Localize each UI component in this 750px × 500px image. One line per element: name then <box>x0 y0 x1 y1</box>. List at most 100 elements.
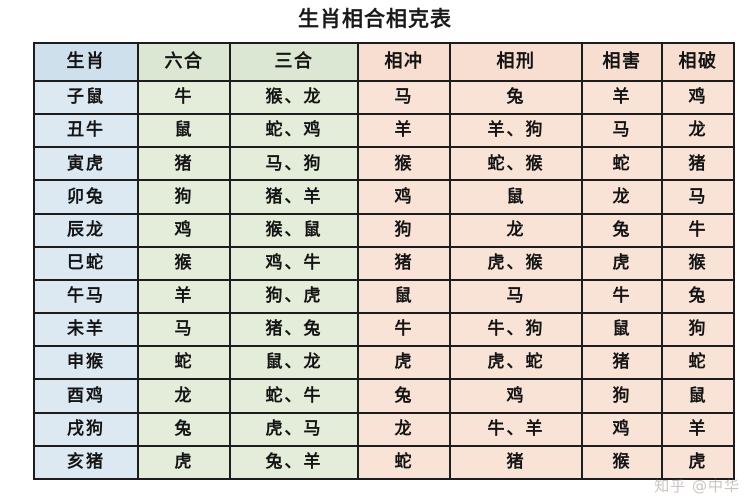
cell-zodiac: 辰龙 <box>33 212 139 248</box>
cell-xianghai: 鼠 <box>581 312 663 348</box>
cell-zodiac: 子鼠 <box>33 79 139 116</box>
cell-xiangpo: 兔 <box>661 278 735 315</box>
cell-xiangpo: 猪 <box>661 146 735 182</box>
cell-xiangchong: 蛇 <box>357 444 451 481</box>
table-header-row: 生肖 六合 三合 相冲 相刑 相害 相破 <box>33 42 735 82</box>
cell-xiangpo: 羊 <box>661 411 735 447</box>
cell-xiangxing: 马 <box>449 278 583 315</box>
column-header-zodiac: 生肖 <box>33 42 139 82</box>
zodiac-compatibility-table: 生肖 六合 三合 相冲 相刑 相害 相破 子鼠 牛 猴、龙 马 兔 羊 鸡 <box>33 42 735 481</box>
table-row: 亥猪 虎 兔、羊 蛇 猪 猴 虎 <box>33 444 735 481</box>
cell-xiangxing: 鼠 <box>449 179 583 215</box>
cell-xiangxing: 虎、猴 <box>449 245 583 281</box>
cell-xianghai: 牛 <box>581 278 663 315</box>
cell-xiangxing: 兔 <box>449 79 583 116</box>
cell-xiangchong: 兔 <box>357 378 451 414</box>
table-header: 生肖 六合 三合 相冲 相刑 相害 相破 <box>33 42 735 82</box>
cell-zodiac: 午马 <box>33 278 139 315</box>
cell-xiangxing: 牛、羊 <box>449 411 583 447</box>
cell-sanhe: 鸡、牛 <box>229 245 359 281</box>
cell-xiangchong: 羊 <box>357 113 451 149</box>
cell-sanhe: 猴、鼠 <box>229 212 359 248</box>
table-row: 子鼠 牛 猴、龙 马 兔 羊 鸡 <box>33 79 735 116</box>
cell-xiangchong: 猪 <box>357 245 451 281</box>
cell-liuhe: 猴 <box>137 245 231 281</box>
cell-xiangxing: 鸡 <box>449 378 583 414</box>
cell-xiangpo: 蛇 <box>661 345 735 381</box>
column-header-xiangxing: 相刑 <box>449 42 583 82</box>
cell-zodiac: 寅虎 <box>33 146 139 182</box>
cell-xiangpo: 虎 <box>661 444 735 481</box>
cell-sanhe: 猪、兔 <box>229 312 359 348</box>
column-header-sanhe: 三合 <box>229 42 359 82</box>
cell-xiangpo: 马 <box>661 179 735 215</box>
page-title: 生肖相合相克表 <box>298 7 452 31</box>
cell-xiangpo: 牛 <box>661 212 735 248</box>
cell-xianghai: 猴 <box>581 444 663 481</box>
table-row: 申猴 蛇 鼠、龙 虎 虎、蛇 猪 蛇 <box>33 345 735 381</box>
cell-xiangxing: 牛、狗 <box>449 312 583 348</box>
cell-xiangpo: 龙 <box>661 113 735 149</box>
cell-xiangchong: 鼠 <box>357 278 451 315</box>
cell-zodiac: 丑牛 <box>33 113 139 149</box>
cell-xiangpo: 鸡 <box>661 79 735 116</box>
cell-sanhe: 马、狗 <box>229 146 359 182</box>
cell-xiangchong: 狗 <box>357 212 451 248</box>
cell-xiangxing: 猪 <box>449 444 583 481</box>
cell-xiangxing: 龙 <box>449 212 583 248</box>
cell-xiangchong: 虎 <box>357 345 451 381</box>
cell-sanhe: 蛇、鸡 <box>229 113 359 149</box>
table-row: 寅虎 猪 马、狗 猴 蛇、猴 蛇 猪 <box>33 146 735 182</box>
zodiac-table-container: 生肖 六合 三合 相冲 相刑 相害 相破 子鼠 牛 猴、龙 马 兔 羊 鸡 <box>33 42 735 481</box>
cell-liuhe: 龙 <box>137 378 231 414</box>
cell-xiangxing: 羊、狗 <box>449 113 583 149</box>
cell-zodiac: 未羊 <box>33 312 139 348</box>
cell-liuhe: 兔 <box>137 411 231 447</box>
column-header-xiangpo: 相破 <box>661 42 735 82</box>
cell-xiangchong: 猴 <box>357 146 451 182</box>
cell-xianghai: 虎 <box>581 245 663 281</box>
cell-zodiac: 酉鸡 <box>33 378 139 414</box>
cell-xiangchong: 马 <box>357 79 451 116</box>
cell-liuhe: 虎 <box>137 444 231 481</box>
cell-liuhe: 牛 <box>137 79 231 116</box>
cell-sanhe: 虎、马 <box>229 411 359 447</box>
cell-xianghai: 蛇 <box>581 146 663 182</box>
cell-sanhe: 兔、羊 <box>229 444 359 481</box>
cell-xianghai: 狗 <box>581 378 663 414</box>
cell-liuhe: 马 <box>137 312 231 348</box>
column-header-liuhe: 六合 <box>137 42 231 82</box>
cell-xianghai: 兔 <box>581 212 663 248</box>
cell-zodiac: 巳蛇 <box>33 245 139 281</box>
column-header-xiangchong: 相冲 <box>357 42 451 82</box>
cell-sanhe: 狗、虎 <box>229 278 359 315</box>
cell-zodiac: 申猴 <box>33 345 139 381</box>
table-row: 辰龙 鸡 猴、鼠 狗 龙 兔 牛 <box>33 212 735 248</box>
cell-zodiac: 卯兔 <box>33 179 139 215</box>
cell-sanhe: 鼠、龙 <box>229 345 359 381</box>
cell-xiangchong: 龙 <box>357 411 451 447</box>
cell-xianghai: 龙 <box>581 179 663 215</box>
table-body: 子鼠 牛 猴、龙 马 兔 羊 鸡 丑牛 鼠 蛇、鸡 羊 羊、狗 马 龙 <box>33 79 735 481</box>
cell-liuhe: 羊 <box>137 278 231 315</box>
table-row: 卯兔 狗 猪、羊 鸡 鼠 龙 马 <box>33 179 735 215</box>
table-row: 午马 羊 狗、虎 鼠 马 牛 兔 <box>33 278 735 315</box>
cell-xianghai: 猪 <box>581 345 663 381</box>
cell-xianghai: 鸡 <box>581 411 663 447</box>
table-row: 戌狗 兔 虎、马 龙 牛、羊 鸡 羊 <box>33 411 735 447</box>
cell-xianghai: 马 <box>581 113 663 149</box>
cell-xianghai: 羊 <box>581 79 663 116</box>
table-row: 巳蛇 猴 鸡、牛 猪 虎、猴 虎 猴 <box>33 245 735 281</box>
cell-xiangpo: 鼠 <box>661 378 735 414</box>
cell-xiangxing: 虎、蛇 <box>449 345 583 381</box>
column-header-xianghai: 相害 <box>581 42 663 82</box>
cell-sanhe: 猪、羊 <box>229 179 359 215</box>
cell-xiangxing: 蛇、猴 <box>449 146 583 182</box>
cell-xiangchong: 鸡 <box>357 179 451 215</box>
table-row: 未羊 马 猪、兔 牛 牛、狗 鼠 狗 <box>33 312 735 348</box>
cell-liuhe: 鼠 <box>137 113 231 149</box>
cell-zodiac: 亥猪 <box>33 444 139 481</box>
cell-liuhe: 鸡 <box>137 212 231 248</box>
cell-xiangchong: 牛 <box>357 312 451 348</box>
